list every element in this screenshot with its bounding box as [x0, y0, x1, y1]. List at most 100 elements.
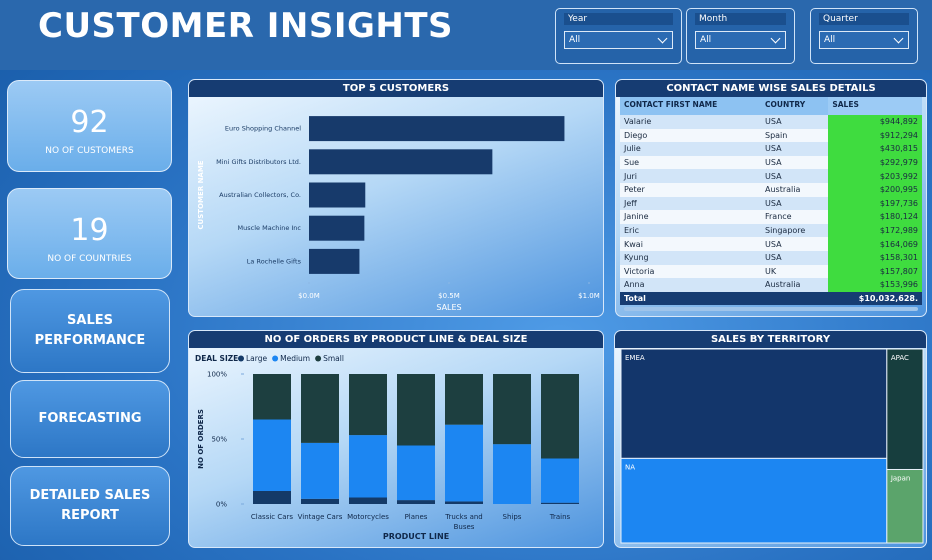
table-cell: $153,996 [828, 278, 922, 292]
table-row: Eric Singapore $172,989 [620, 223, 922, 238]
tile-label: EMEA [625, 354, 645, 362]
x-tick-label: Classic Cars [251, 513, 293, 521]
tile-label: Japan [890, 474, 911, 482]
x-tick-label: Ships [503, 513, 522, 521]
filter[interactable]: Year All [555, 8, 682, 64]
table-cell: $203,992 [828, 169, 922, 183]
bar-segment [349, 497, 387, 504]
kpi-label: NO OF COUNTRIES [47, 254, 132, 264]
chart: Euro Shopping Channel Mini Gifts Distribu… [197, 116, 600, 312]
kpi-card: 19 NO OF COUNTRIES [7, 188, 172, 279]
table-cell: Janine [620, 210, 761, 224]
legend-title: DEAL SIZE [195, 354, 238, 363]
filter-label: Quarter [819, 13, 909, 25]
territory-panel: SALES BY TERRITORY EMEA NA APAC Japan [614, 330, 927, 548]
y-tick-label: Muscle Machine Inc [238, 224, 302, 232]
x-axis-title: SALES [436, 303, 461, 312]
table-row: Kyung USA $158,301 [620, 250, 922, 265]
table-cell: Australia [760, 278, 829, 292]
y-tick-label: 50% [211, 436, 227, 444]
nav-button[interactable]: DETAILED SALES REPORT [10, 466, 170, 546]
y-tick-label: La Rochelle Gifts [247, 257, 302, 265]
table-cell: $430,815 [828, 142, 922, 156]
orders-panel: NO OF ORDERS BY PRODUCT LINE & DEAL SIZE… [188, 330, 604, 548]
x-tick-label: Motorcycles [347, 513, 389, 521]
table-cell: Julie [620, 142, 761, 156]
y-tick-label: 0% [216, 501, 227, 509]
table-row: Jeff USA $197,736 [620, 196, 922, 211]
table-cell: Singapore [760, 223, 829, 238]
bar-segment [541, 458, 579, 503]
table-cell: Jeff [620, 196, 761, 211]
legend-label: Small [323, 354, 344, 363]
table-row: Diego Spain $912,294 [620, 128, 922, 143]
bar-segment [493, 444, 531, 504]
bar [309, 182, 366, 208]
y-axis-title: NO OF ORDERS [197, 409, 205, 469]
table-cell: USA [760, 115, 829, 129]
filter[interactable]: Month All [686, 8, 795, 64]
y-tick-label: Euro Shopping Channel [225, 125, 301, 133]
filter-dropdown[interactable]: All [819, 31, 909, 49]
column-header: COUNTRY [760, 97, 829, 115]
legend-marker [272, 355, 279, 362]
bar-segment [445, 374, 483, 425]
bar-segment [301, 374, 339, 443]
table-cell: $200,995 [828, 182, 922, 197]
bar-segment [301, 442, 339, 499]
sales-table: CONTACT FIRST NAME COUNTRY SALES Valarie USA… [620, 97, 922, 306]
bar-segment [397, 500, 435, 504]
bar-segment [253, 374, 291, 420]
table-cell: Victoria [620, 264, 761, 279]
table-cell: USA [760, 155, 829, 170]
table-cell: $912,294 [828, 128, 922, 143]
bar-segment [541, 502, 579, 504]
page-title: CUSTOMER INSIGHTS [38, 6, 454, 46]
table-cell: Eric [620, 223, 761, 238]
bar-segment [253, 491, 291, 504]
table-cell: Anna [620, 278, 761, 292]
treemap-tile [620, 457, 888, 544]
legend-marker [315, 355, 322, 362]
bar [309, 215, 365, 241]
kpi-label: NO OF CUSTOMERS [45, 146, 134, 156]
filter[interactable]: Quarter All [810, 8, 918, 64]
table-cell: $292,979 [828, 155, 922, 170]
bar [309, 149, 493, 175]
panel-title: NO OF ORDERS BY PRODUCT LINE & DEAL SIZE [189, 331, 603, 348]
table-cell: $157,807 [828, 264, 922, 279]
nav-button[interactable]: SALES PERFORMANCE [10, 289, 170, 373]
bar [309, 248, 360, 274]
x-tick-label: Trains [549, 513, 571, 521]
table-cell: France [760, 210, 829, 224]
x-axis-title: PRODUCT LINE [383, 532, 449, 541]
table-row: Sue USA $292,979 [620, 155, 922, 170]
table-row: Victoria UK $157,807 [620, 264, 922, 279]
table-cell: $180,124 [828, 210, 922, 224]
table-cell: $164,069 [828, 237, 922, 251]
column-header: CONTACT FIRST NAME [620, 97, 761, 115]
filter-dropdown[interactable]: All [564, 31, 673, 49]
table-row: Valarie USA $944,892 [620, 115, 922, 129]
y-tick-label: Mini Gifts Distributors Ltd. [216, 158, 301, 166]
table-cell: $158,301 [828, 250, 922, 265]
y-axis-title: CUSTOMER NAME [197, 160, 205, 229]
table-row: Kwai USA $164,069 [620, 237, 922, 251]
table-row: Janine France $180,124 [620, 210, 922, 224]
table-cell: USA [760, 169, 829, 183]
nav-button[interactable]: FORECASTING [10, 380, 170, 458]
bar-segment [349, 374, 387, 436]
x-tick-label: Trucks and Buses [444, 513, 483, 531]
table-row: Juri USA $203,992 [620, 169, 922, 183]
panel-title: TOP 5 CUSTOMERS [189, 80, 603, 97]
table-cell: USA [760, 237, 829, 251]
table-row: Julie USA $430,815 [620, 142, 922, 156]
table-cell: Spain [760, 128, 829, 143]
kpi-value: 92 [70, 105, 109, 140]
bar-segment [541, 374, 579, 459]
filter-dropdown[interactable]: All [695, 31, 786, 49]
x-tick-label: Vintage Cars [298, 513, 343, 521]
table-cell: Juri [620, 169, 761, 183]
column-header: SALES [828, 97, 922, 115]
